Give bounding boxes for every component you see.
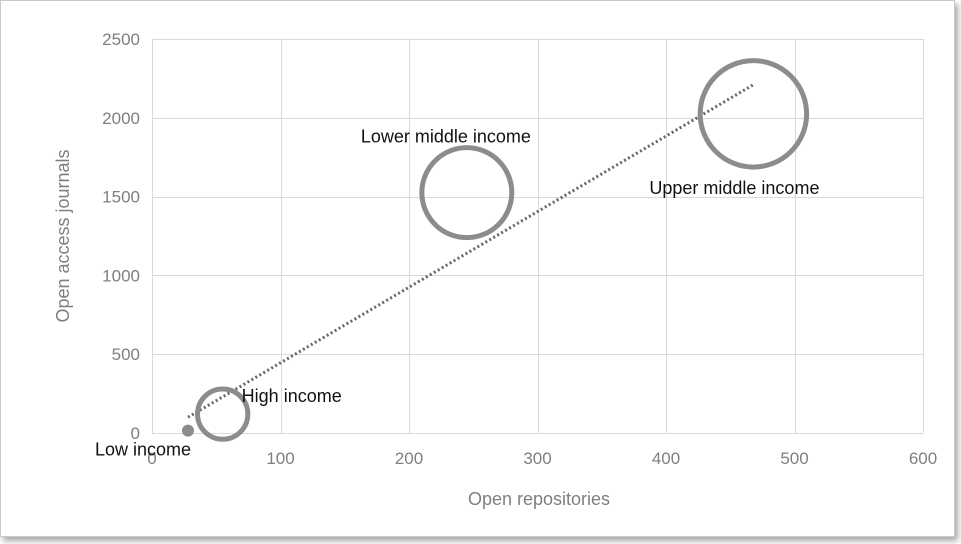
label-high-income: High income bbox=[242, 386, 342, 406]
bubble-lower-middle-income bbox=[419, 145, 515, 241]
bubble-low-income bbox=[181, 424, 194, 437]
label-upper-middle-income: Upper middle income bbox=[649, 178, 819, 198]
y-axis-ticks: 0 500 1000 1500 2000 2500 bbox=[102, 30, 140, 443]
x-tick-label: 200 bbox=[395, 449, 423, 468]
y-tick-label: 2500 bbox=[102, 30, 140, 49]
y-tick-label: 1000 bbox=[102, 266, 140, 285]
x-axis-ticks: 0 100 200 300 400 500 600 bbox=[147, 449, 937, 468]
gridlines bbox=[152, 39, 924, 434]
y-tick-label: 1500 bbox=[102, 188, 140, 207]
y-axis-title: Open access journals bbox=[53, 149, 73, 322]
bubble-labels: Low income High income Lower middle income… bbox=[95, 127, 819, 460]
x-tick-label: 100 bbox=[266, 449, 294, 468]
label-lower-middle-income: Lower middle income bbox=[361, 127, 531, 147]
x-tick-label: 400 bbox=[652, 449, 680, 468]
label-low-income: Low income bbox=[95, 440, 191, 460]
x-tick-label: 300 bbox=[523, 449, 551, 468]
y-tick-label: 0 bbox=[131, 424, 140, 443]
y-tick-label: 2000 bbox=[102, 109, 140, 128]
bubbles bbox=[181, 58, 810, 442]
x-tick-label: 600 bbox=[909, 449, 937, 468]
x-tick-label: 0 bbox=[147, 449, 156, 468]
bubble-high-income bbox=[195, 386, 251, 442]
y-tick-label: 500 bbox=[112, 345, 140, 364]
bubble-upper-middle-income bbox=[697, 58, 810, 170]
x-tick-label: 500 bbox=[780, 449, 808, 468]
trendline bbox=[187, 83, 755, 419]
x-axis-title: Open repositories bbox=[468, 489, 610, 509]
